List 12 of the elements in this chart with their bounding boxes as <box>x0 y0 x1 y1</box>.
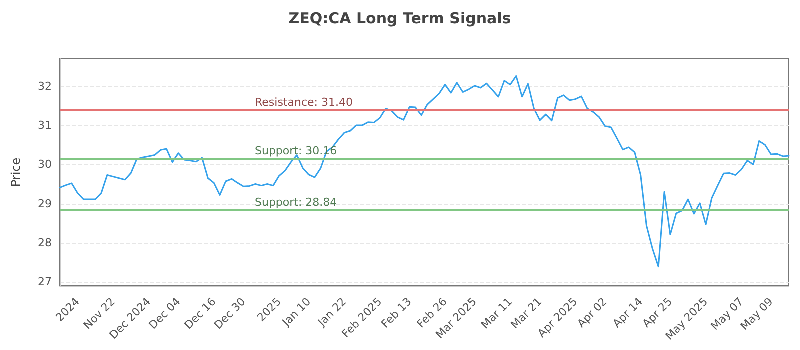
ref-line-label: Resistance: 31.40 <box>255 96 353 109</box>
y-axis-title: Price <box>9 158 23 188</box>
y-tick-label: 27 <box>38 276 52 289</box>
y-tick-label: 32 <box>38 80 52 93</box>
y-tick-label: 31 <box>38 119 52 132</box>
ref-line-label: Support: 28.84 <box>255 196 338 210</box>
y-tick-label: 30 <box>38 158 52 172</box>
y-tick-label: 29 <box>38 197 52 210</box>
line-series <box>59 75 790 268</box>
x-tick-label: Jan 10 <box>279 295 314 330</box>
y-tick-label: 28 <box>38 236 52 250</box>
chart-title: ZEQ:CA Long Term Signals <box>288 10 512 28</box>
